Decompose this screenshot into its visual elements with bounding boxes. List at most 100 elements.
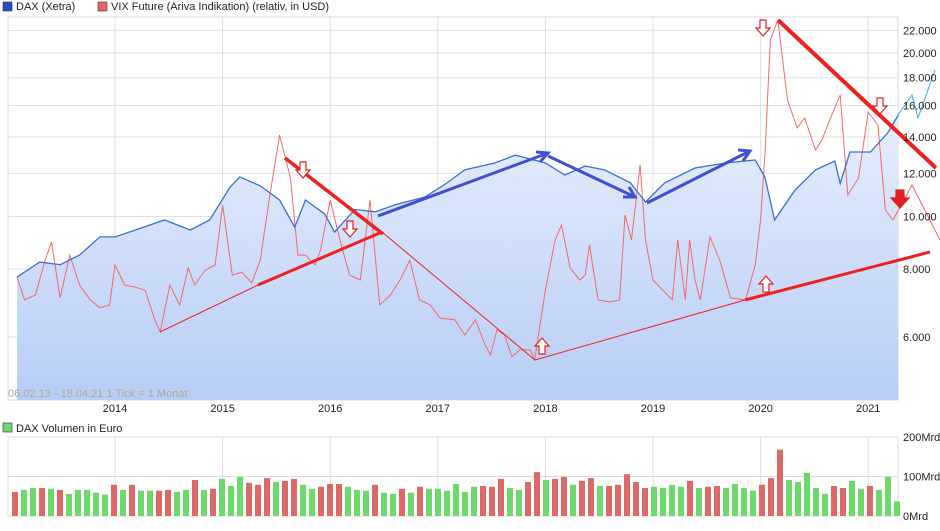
- volume-bar: [291, 478, 297, 516]
- volume-bar: [507, 487, 513, 516]
- volume-bar: [759, 484, 765, 516]
- volume-bar: [570, 484, 576, 516]
- volume-bar: [561, 476, 567, 516]
- volume-bar: [624, 474, 630, 516]
- volume-bar: [660, 487, 666, 516]
- dax-extension-line: [897, 69, 936, 120]
- volume-bar: [174, 491, 180, 516]
- volume-bar: [840, 487, 846, 516]
- volume-bar: [642, 487, 648, 516]
- volume-bar: [300, 484, 306, 516]
- volume-bar: [426, 488, 432, 516]
- blue-arrow-up-2: [646, 148, 753, 205]
- volume-bar: [111, 484, 117, 516]
- y-tick-label: 12.000: [903, 168, 937, 180]
- volume-bar: [408, 492, 414, 516]
- volume-bars: [12, 449, 900, 516]
- blue-trend-arrows: [377, 148, 753, 218]
- up-arrow-icon: [533, 337, 551, 355]
- volume-bar: [498, 478, 504, 516]
- support-trendline: [257, 230, 931, 302]
- volume-bar: [192, 480, 198, 516]
- volume-bar: [606, 485, 612, 516]
- x-tick-label: 2017: [426, 403, 450, 415]
- x-tick-label: 2019: [641, 403, 665, 415]
- volume-bar: [885, 476, 891, 516]
- legend-swatch-dax: [2, 1, 13, 12]
- volume-bar: [363, 490, 369, 516]
- volume-bar: [633, 482, 639, 516]
- volume-axis-labels: 0Mrd 100Mrd 200Mrd: [903, 432, 940, 523]
- vix-extension-line: [892, 183, 940, 241]
- y-tick-label: 10.000: [903, 211, 937, 223]
- volume-bar: [579, 480, 585, 516]
- volume-bar: [372, 484, 378, 516]
- y-axis-labels: 6.000 8.000 10.000 12.000 14.000 16.000 18.000…: [903, 25, 937, 344]
- volume-bar: [237, 476, 243, 516]
- volume-bar: [435, 488, 441, 516]
- x-tick-label: 2018: [533, 403, 557, 415]
- volume-bar: [57, 489, 63, 516]
- volume-bar: [201, 489, 207, 516]
- volume-bar: [156, 490, 162, 516]
- y-tick-label: 22.000: [903, 25, 937, 37]
- volume-bar: [318, 486, 324, 516]
- volume-bar: [705, 486, 711, 516]
- volume-bar: [867, 485, 873, 516]
- y-tick-label: 18.000: [903, 73, 937, 85]
- signal-arrows: [294, 19, 911, 355]
- volume-bar: [327, 484, 333, 516]
- volume-bar: [777, 449, 783, 516]
- y-tick-label: 20.000: [903, 48, 937, 60]
- volume-bar: [795, 482, 801, 516]
- x-tick-label: 2020: [748, 403, 772, 415]
- volume-bar: [543, 480, 549, 516]
- volume-bar: [390, 493, 396, 516]
- x-tick-label: 2014: [103, 403, 127, 415]
- volume-bar: [894, 501, 900, 516]
- volume-bar: [552, 478, 558, 516]
- legend-label-vix: VIX Future (Ariva Indikation) (relativ, …: [111, 1, 329, 13]
- volume-bar: [480, 485, 486, 516]
- volume-bar: [336, 484, 342, 516]
- volume-bar: [381, 492, 387, 516]
- volume-bar: [516, 489, 522, 516]
- x-axis-labels: 2014 2015 2016 2017 2018 2019 2020 2021: [103, 403, 881, 415]
- volume-bar: [39, 487, 45, 516]
- y-tick-label: 8.000: [903, 264, 931, 276]
- y-tick-label: 6.000: [903, 332, 931, 344]
- vix-series-line: [16, 19, 894, 362]
- volume-bar: [102, 494, 108, 516]
- x-tick-label: 2021: [856, 403, 880, 415]
- volume-bar: [750, 490, 756, 516]
- volume-tick-label: 0Mrd: [903, 511, 928, 523]
- volume-bar: [264, 478, 270, 516]
- volume-bar: [282, 480, 288, 516]
- volume-tick-label: 100Mrd: [903, 472, 940, 484]
- volume-bar: [255, 484, 261, 516]
- y-tick-label: 14.000: [903, 132, 937, 144]
- blue-arrow-down: [547, 154, 638, 199]
- volume-bar: [687, 480, 693, 516]
- volume-bar: [21, 489, 27, 516]
- volume-bar: [120, 489, 126, 516]
- volume-bar: [525, 482, 531, 516]
- volume-bar: [453, 484, 459, 516]
- volume-bar: [678, 486, 684, 516]
- volume-bar: [822, 493, 828, 516]
- volume-bar: [651, 486, 657, 516]
- volume-bar: [219, 478, 225, 516]
- volume-bar: [462, 491, 468, 516]
- volume-bar: [768, 478, 774, 516]
- volume-bar: [84, 489, 90, 516]
- volume-bar: [723, 487, 729, 516]
- volume-bar: [615, 484, 621, 516]
- resistance-trendline-2020: [776, 18, 938, 170]
- y-tick-label: 16.000: [903, 101, 937, 113]
- volume-bar: [183, 489, 189, 516]
- x-tick-label: 2016: [318, 403, 342, 415]
- volume-bar: [696, 487, 702, 516]
- volume-bar: [714, 485, 720, 516]
- volume-bar: [876, 489, 882, 516]
